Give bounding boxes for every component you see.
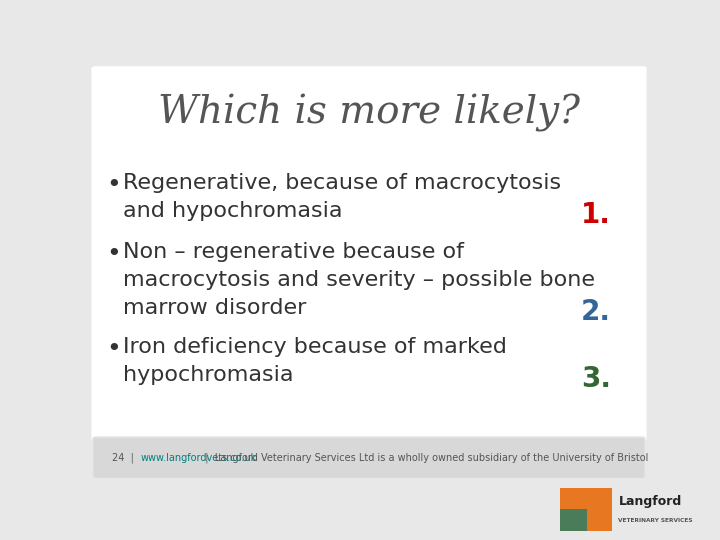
Text: Non – regenerative because of: Non – regenerative because of	[124, 241, 464, 261]
Text: marrow disorder: marrow disorder	[124, 298, 307, 318]
Text: 3.: 3.	[581, 366, 611, 394]
Text: VETERINARY SERVICES: VETERINARY SERVICES	[618, 518, 693, 523]
Text: •: •	[107, 241, 122, 266]
Text: and hypochromasia: and hypochromasia	[124, 201, 343, 221]
Text: Which is more likely?: Which is more likely?	[158, 94, 580, 132]
Text: 24  |: 24 |	[112, 453, 140, 463]
FancyBboxPatch shape	[93, 437, 645, 478]
FancyBboxPatch shape	[559, 488, 613, 531]
Text: |  Langford Veterinary Services Ltd is a wholly owned subsidiary of the Universi: | Langford Veterinary Services Ltd is a …	[199, 453, 648, 463]
Text: Langford: Langford	[618, 495, 682, 508]
Text: •: •	[107, 337, 122, 361]
Text: Regenerative, because of macrocytosis: Regenerative, because of macrocytosis	[124, 173, 562, 193]
Text: www.langfordvets.co.uk: www.langfordvets.co.uk	[140, 453, 256, 463]
Text: 1.: 1.	[581, 201, 611, 229]
Text: macrocytosis and severity – possible bone: macrocytosis and severity – possible bon…	[124, 270, 595, 290]
Text: Iron deficiency because of marked: Iron deficiency because of marked	[124, 337, 508, 357]
Text: hypochromasia: hypochromasia	[124, 366, 294, 386]
FancyBboxPatch shape	[90, 65, 648, 443]
Text: •: •	[107, 173, 122, 197]
FancyBboxPatch shape	[559, 509, 587, 531]
Text: 2.: 2.	[581, 298, 611, 326]
